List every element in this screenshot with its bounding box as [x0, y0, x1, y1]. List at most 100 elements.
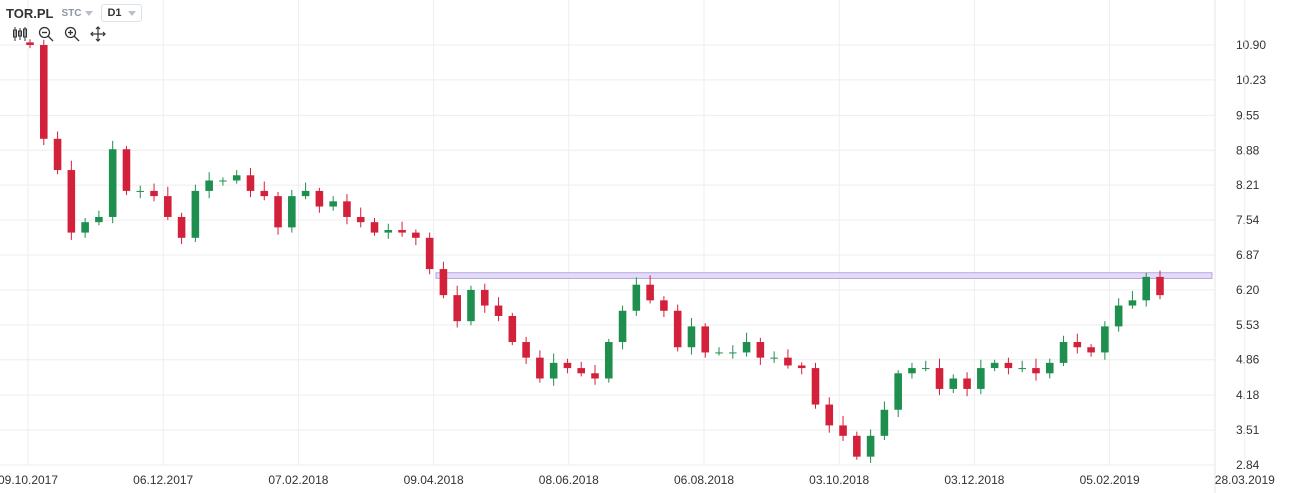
candle [1142, 272, 1151, 307]
candles-icon[interactable] [12, 26, 28, 42]
candle-body [673, 310, 682, 348]
candle-body [1114, 305, 1123, 327]
candle-body [729, 352, 737, 354]
candle [425, 232, 434, 275]
chevron-down-icon [85, 10, 94, 16]
candle-body [1156, 276, 1164, 296]
zoom-in-icon[interactable] [64, 26, 80, 42]
candle [412, 229, 420, 246]
pan-icon[interactable] [90, 26, 106, 42]
candle-body [39, 45, 48, 139]
candle-body [177, 216, 186, 238]
candle-body [908, 368, 916, 374]
candle [301, 182, 310, 200]
zoom-out-icon[interactable] [38, 26, 54, 42]
candle [67, 160, 76, 240]
candle-body [1045, 362, 1054, 374]
candle-body [122, 149, 131, 191]
candle-body [701, 326, 710, 353]
y-tick-label: 6.20 [1236, 283, 1260, 297]
candle [811, 362, 820, 409]
market-dropdown[interactable]: STC [61, 8, 94, 19]
candle-body [1142, 276, 1151, 301]
candle-body [632, 284, 641, 311]
candle-body [1004, 362, 1013, 369]
candle-body [150, 190, 158, 197]
x-tick-label: 07.02.2018 [268, 473, 328, 487]
x-tick-label: 06.08.2018 [674, 473, 734, 487]
candle-body [480, 289, 489, 306]
candle [1032, 358, 1040, 381]
candle-body [26, 42, 34, 45]
y-tick-label: 8.88 [1236, 143, 1260, 157]
candle-body [1087, 347, 1095, 353]
candle [329, 196, 337, 211]
candle [825, 397, 834, 433]
candle-body [797, 365, 806, 369]
candle-body [853, 435, 861, 457]
candle-body [356, 216, 365, 223]
candle [122, 146, 131, 196]
candle [370, 218, 379, 236]
candle [398, 221, 406, 237]
candle [95, 210, 103, 226]
chart-tools [12, 26, 106, 42]
candle-body [522, 342, 530, 358]
candle [839, 416, 847, 442]
timeframe-dropdown[interactable]: D1 [101, 4, 142, 22]
y-tick-label: 10.90 [1236, 38, 1266, 52]
candle-body [343, 201, 351, 217]
candle-body [687, 326, 696, 348]
candle [508, 312, 517, 346]
candle-body [1128, 300, 1137, 306]
candle-body [453, 295, 461, 322]
candle-body [467, 289, 475, 322]
candle [1045, 358, 1054, 379]
candle [1004, 357, 1013, 375]
candle [536, 350, 544, 383]
candle-body [95, 216, 103, 223]
y-tick-label: 4.18 [1236, 388, 1260, 402]
candle [191, 184, 200, 242]
candle-body [977, 368, 985, 389]
candle-body [274, 196, 282, 228]
candle [894, 370, 902, 418]
y-tick-label: 5.53 [1236, 318, 1260, 332]
y-tick-label: 4.86 [1236, 353, 1260, 367]
candle-body [1059, 342, 1068, 363]
x-tick-label: 05.02.2019 [1080, 473, 1140, 487]
candle-body [742, 342, 751, 353]
candle-body [53, 138, 62, 171]
candle [480, 283, 489, 313]
candle [150, 183, 158, 202]
x-tick-label: 08.06.2018 [539, 473, 599, 487]
candle [701, 323, 710, 358]
candle [673, 304, 682, 352]
candle-body [494, 305, 503, 316]
candle [880, 401, 889, 440]
candle [770, 351, 778, 363]
candle [949, 374, 958, 394]
candle [26, 39, 34, 49]
resistance-zone [435, 272, 1213, 279]
candle-body [384, 229, 393, 233]
candle [908, 362, 916, 379]
candle [618, 305, 627, 350]
candle-body [770, 357, 778, 359]
candle [246, 167, 255, 198]
candle [866, 429, 875, 463]
candle-body [67, 170, 76, 233]
candle [384, 223, 393, 239]
candle-body [315, 190, 324, 207]
candle [687, 318, 696, 355]
candle-body [164, 196, 172, 217]
candle-body [660, 300, 668, 311]
candle [549, 353, 558, 386]
candle-body [398, 229, 406, 233]
candle-body [412, 232, 420, 238]
candle [164, 186, 172, 221]
candle-body [1073, 342, 1082, 348]
candle [660, 296, 668, 318]
candle [136, 185, 145, 199]
